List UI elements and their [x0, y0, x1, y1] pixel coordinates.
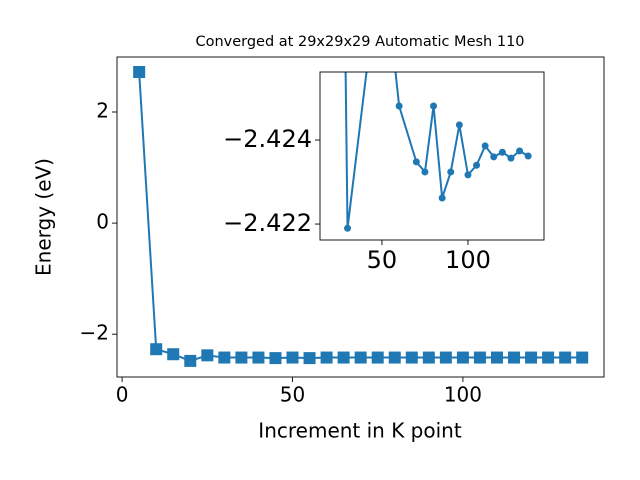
- y-axis-label: Energy (eV): [32, 158, 56, 276]
- marker: [456, 351, 469, 364]
- x-axis-label: Increment in K point: [258, 419, 462, 443]
- marker: [576, 351, 589, 364]
- x-tick-label: 50: [367, 246, 398, 274]
- y-tick-label: −2.424: [223, 125, 312, 153]
- marker: [473, 351, 486, 364]
- marker: [498, 148, 506, 156]
- marker: [405, 351, 418, 364]
- marker: [303, 352, 316, 365]
- marker: [354, 351, 367, 364]
- x-tick-label: 100: [444, 383, 482, 407]
- marker: [286, 351, 299, 364]
- axes-frame: [319, 71, 545, 241]
- x-tick-label: 0: [116, 383, 129, 407]
- marker: [337, 351, 350, 364]
- axes-frame: [116, 56, 605, 378]
- marker: [344, 224, 352, 232]
- marker: [481, 142, 489, 150]
- marker: [269, 352, 282, 365]
- x-tick-label: 100: [445, 246, 491, 274]
- y-tick-label: −2: [80, 321, 109, 345]
- marker: [218, 351, 231, 364]
- marker: [542, 351, 555, 364]
- marker: [490, 153, 498, 161]
- marker: [150, 343, 163, 356]
- y-tick-label: −2.422: [223, 209, 312, 237]
- marker: [388, 351, 401, 364]
- marker: [371, 351, 384, 364]
- marker: [473, 161, 481, 169]
- marker: [559, 351, 572, 364]
- marker: [508, 351, 521, 364]
- x-tick-label: 50: [280, 383, 305, 407]
- marker: [455, 121, 463, 129]
- marker: [464, 171, 472, 179]
- marker: [490, 351, 503, 364]
- marker: [252, 351, 265, 364]
- marker: [524, 152, 532, 160]
- marker: [507, 154, 515, 162]
- y-tick-label: 2: [96, 99, 109, 123]
- marker: [320, 351, 333, 364]
- marker: [133, 66, 146, 78]
- marker: [438, 194, 446, 202]
- chart-title: Converged at 29x29x29 Automatic Mesh 110: [195, 34, 524, 50]
- marker: [439, 351, 452, 364]
- marker: [395, 102, 403, 110]
- marker: [201, 349, 214, 362]
- marker: [430, 102, 438, 110]
- y-tick-label: 0: [96, 210, 109, 234]
- marker: [421, 168, 429, 176]
- marker: [525, 351, 538, 364]
- plot-area: [133, 66, 589, 367]
- plot-area: [344, 72, 532, 232]
- marker: [167, 348, 180, 361]
- marker: [422, 351, 435, 364]
- marker: [235, 351, 248, 364]
- marker: [516, 147, 524, 155]
- marker: [447, 168, 455, 176]
- marker: [184, 354, 197, 367]
- marker: [412, 158, 420, 166]
